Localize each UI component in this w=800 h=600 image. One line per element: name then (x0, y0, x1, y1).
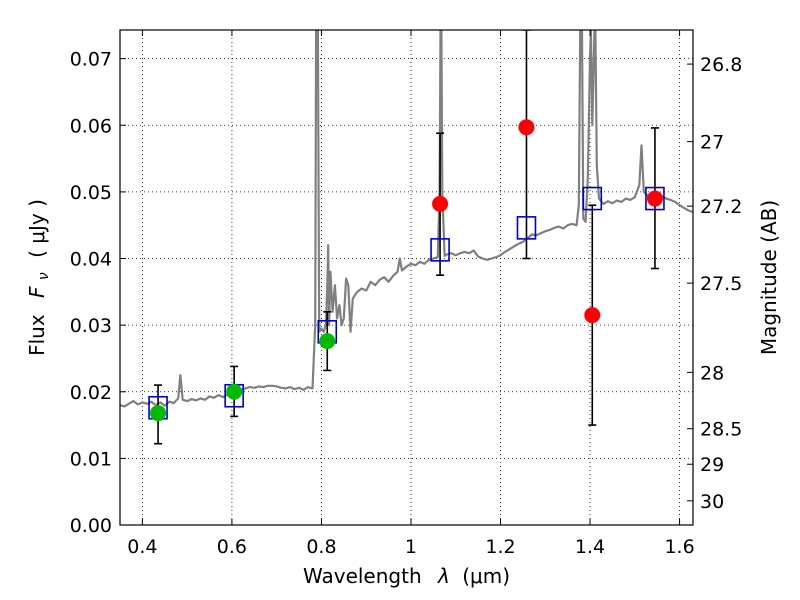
spectrum-line (120, 30, 693, 408)
y-tick-label: 0.00 (70, 515, 112, 537)
model-box (430, 238, 450, 262)
red-data-point (584, 307, 601, 324)
x-tick-label: 1 (405, 536, 417, 558)
green-data-point (319, 333, 336, 350)
x-tick-label: 1.4 (575, 536, 605, 558)
grid (120, 30, 693, 526)
y2-tick-label: 28.5 (700, 419, 742, 441)
y2-tick-label: 27.5 (700, 273, 742, 295)
y2-tick-label: 28 (700, 362, 724, 384)
y-tick-label: 0.02 (70, 382, 112, 404)
y2-tick-label: 29 (700, 454, 724, 476)
model-box (645, 186, 665, 211)
red-data-point (518, 119, 535, 136)
y-tick-label: 0.07 (70, 49, 112, 71)
x-tick-label: 1.2 (485, 536, 515, 558)
x-tick-label: 0.6 (217, 536, 247, 558)
y2-tick-label: 26.8 (700, 54, 742, 76)
y-axis-label: Flux F ν ( μJy ) (25, 199, 53, 356)
y-tick-label: 0.03 (70, 315, 112, 337)
y2-tick-label: 27 (700, 132, 724, 154)
y-tick-label: 0.05 (70, 182, 112, 204)
green-data-point (226, 383, 243, 400)
y-tick-label: 0.04 (70, 249, 112, 271)
green-data-point (150, 405, 167, 422)
model-box (582, 186, 603, 211)
y2-axis-label: Magnitude (AB) (757, 200, 781, 355)
model-box (516, 216, 537, 240)
y-tick-label: 0.01 (70, 448, 112, 470)
x-tick-label: 1.6 (664, 536, 694, 558)
y2-tick-label: 30 (700, 491, 724, 513)
y2-tick-label: 27.2 (700, 196, 742, 218)
photometry-points (150, 119, 663, 422)
y-tick-label: 0.06 (70, 115, 112, 137)
plot-area (120, 30, 693, 445)
x-axis-label: Wavelength λ (μm) (303, 564, 510, 588)
model-boxes (148, 186, 665, 420)
x-tick-label: 0.8 (306, 536, 336, 558)
red-data-point (432, 195, 449, 212)
axis-ticks: 0.4 0.6 0.8 1 1.2 1.4 1.6 0.00 0.01 0.02 0.03 0.04 0… (70, 30, 742, 558)
red-data-point (646, 190, 663, 207)
x-tick-label: 0.4 (127, 536, 157, 558)
plot-frame (119, 29, 694, 526)
